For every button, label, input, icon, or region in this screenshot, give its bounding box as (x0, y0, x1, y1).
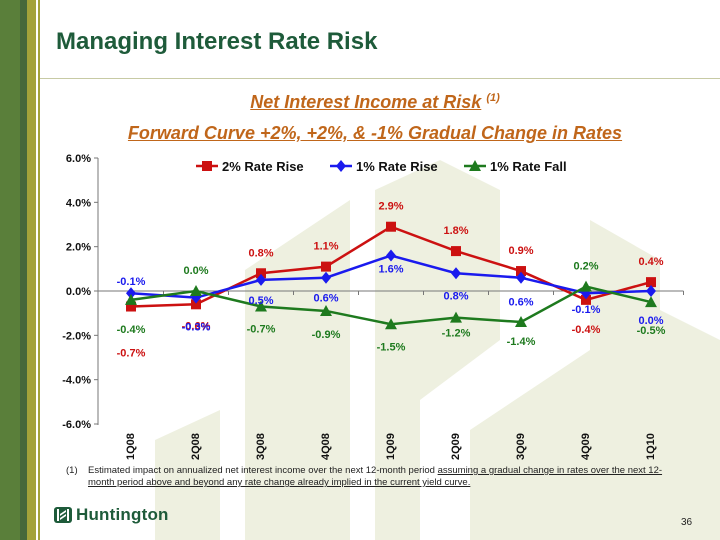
title-divider (40, 78, 720, 79)
data-label: 0.9% (508, 245, 533, 257)
diamond-marker (336, 160, 346, 172)
chart-series (125, 221, 657, 330)
data-label: -0.1% (572, 304, 601, 316)
diamond-marker (126, 287, 136, 300)
diamond-marker (451, 267, 461, 280)
footnote-reference: (1) (486, 92, 500, 104)
slide-title: Managing Interest Rate Risk (56, 28, 378, 55)
diamond-marker (321, 271, 331, 284)
legend-label: 2% Rate Rise (222, 159, 304, 174)
y-tick-label: 4.0% (66, 197, 91, 209)
data-label: -1.2% (442, 328, 471, 340)
page-number: 36 (681, 517, 693, 528)
footnote-underlined: assuming a gradual change in rates over … (88, 465, 663, 488)
triangle-marker (320, 304, 332, 316)
data-label: -1.4% (507, 336, 536, 348)
x-tick-label: 3Q08 (255, 433, 267, 460)
x-tick-label: 2Q08 (190, 433, 202, 460)
footnote-marker: (1) (66, 465, 78, 476)
footnote: (1) Estimated impact on annualized net i… (66, 465, 666, 489)
huntington-logo-icon (54, 507, 72, 523)
chart-title: Net Interest Income at Risk (1) (0, 92, 720, 113)
data-label: -0.4% (117, 324, 146, 336)
triangle-marker (125, 293, 137, 305)
diamond-marker (646, 285, 656, 297)
data-label: -0.6% (182, 320, 211, 332)
square-marker (256, 268, 266, 279)
triangle-marker (469, 160, 481, 171)
x-tick-label: 3Q09 (515, 433, 527, 460)
triangle-marker (450, 311, 462, 323)
logo-text: Huntington (76, 505, 169, 524)
chart-title-text: Net Interest Income at Risk (250, 92, 482, 112)
data-label: 2.9% (378, 201, 403, 213)
chart-subtitle: Forward Curve +2%, +2%, & -1% Gradual Ch… (127, 123, 623, 143)
diamond-marker (256, 273, 266, 286)
sidebar-stripe-olive (27, 0, 36, 540)
legend-label: 1% Rate Rise (356, 159, 438, 174)
data-label: 0.0% (183, 265, 208, 277)
data-label: 0.6% (313, 293, 338, 305)
data-label: 0.8% (443, 290, 468, 302)
data-label: -0.3% (182, 322, 211, 334)
diamond-marker (516, 271, 526, 284)
data-label: 0.8% (248, 247, 273, 259)
triangle-marker (255, 300, 267, 312)
triangle-marker (580, 280, 592, 292)
chart-data-labels: -0.7% -0.6% 0.8% 1.1% 2.9% 1.8% 0.9% -0.4% 0.4% -… (117, 201, 666, 360)
sidebar-stripe-dark (20, 0, 27, 540)
data-label: 0.4% (638, 256, 663, 268)
square-marker (321, 261, 331, 272)
square-marker (126, 301, 136, 312)
x-tick-label: 1Q09 (385, 433, 397, 460)
data-label: 0.5% (248, 295, 273, 307)
data-label: -0.5% (637, 325, 666, 337)
footnote-text: Estimated impact on annualized net inter… (88, 465, 666, 489)
y-tick-label: 2.0% (66, 242, 91, 254)
data-label: -0.1% (117, 276, 146, 288)
x-tick-label: 1Q10 (645, 433, 657, 460)
x-tick-label: 2Q09 (450, 433, 462, 460)
sidebar-stripe-green (0, 0, 20, 540)
data-label: 1.1% (313, 241, 338, 253)
square-marker (516, 266, 526, 277)
y-tick-label: -6.0% (62, 419, 91, 431)
triangle-marker (385, 318, 397, 330)
y-tick-label: 6.0% (66, 153, 91, 165)
x-tick-label: 4Q08 (320, 433, 332, 460)
x-tick-label: 4Q09 (580, 433, 592, 460)
data-label: -0.4% (572, 324, 601, 336)
y-tick-label: -4.0% (62, 375, 91, 387)
y-tick-label: -2.0% (62, 330, 91, 342)
diamond-marker (386, 249, 396, 262)
square-marker (386, 221, 396, 232)
legend-label: 1% Rate Fall (490, 159, 567, 174)
data-label: 1.6% (378, 264, 403, 276)
huntington-logo: Huntington (54, 505, 169, 525)
square-marker (191, 299, 201, 310)
square-marker (581, 294, 591, 305)
data-label: 0.2% (573, 261, 598, 273)
data-label: -0.9% (312, 329, 341, 341)
data-label: -1.5% (377, 341, 406, 353)
sidebar-stripe-thin (38, 0, 40, 540)
data-label: 1.8% (443, 225, 468, 237)
footnote-plain: Estimated impact on annualized net inter… (88, 465, 438, 476)
x-tick-label: 1Q08 (125, 433, 137, 460)
data-label: 0.0% (638, 315, 663, 327)
data-label: -0.7% (247, 324, 276, 336)
triangle-marker (190, 285, 202, 296)
square-marker (202, 161, 212, 171)
y-tick-label: 0.0% (66, 286, 91, 298)
square-marker (451, 246, 461, 257)
square-marker (646, 277, 656, 288)
data-label: -0.7% (117, 348, 146, 360)
chart-legend: 2% Rate Rise 1% Rate Rise 1% Rate Fall (196, 159, 567, 174)
triangle-marker (645, 296, 657, 308)
data-label: 0.6% (508, 297, 533, 309)
triangle-marker (515, 316, 527, 328)
